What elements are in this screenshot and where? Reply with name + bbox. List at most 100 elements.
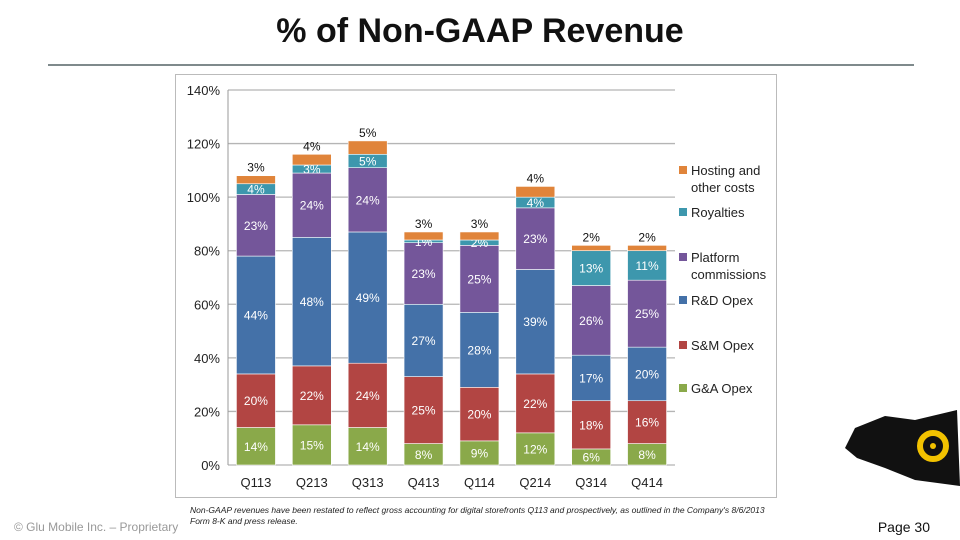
data-label: 20% [635,367,659,381]
legend-swatch [679,341,687,349]
legend-label: Platform [691,250,739,265]
x-tick-label: Q214 [519,475,551,490]
bar-segment [459,231,500,241]
y-tick-label: 120% [187,137,221,152]
bar-segment [515,373,556,434]
bar-segment [459,245,500,313]
data-label: 23% [244,219,268,233]
data-label: 17% [579,371,603,385]
data-label: 24% [300,199,324,213]
data-label: 8% [638,448,656,462]
legend-swatch [679,296,687,304]
bar-segment [403,376,444,444]
data-label: 16% [635,416,659,430]
data-label: 13% [579,262,603,276]
y-tick-label: 0% [201,458,220,473]
bar-segment [627,245,667,252]
data-label: 5% [359,126,377,140]
data-label: 14% [356,440,380,454]
x-tick-label: Q213 [296,475,328,490]
data-label: 3% [415,217,433,231]
bar-segment [627,346,667,402]
bar-segment [571,354,611,402]
data-label: 4% [527,196,545,210]
data-label: 3% [247,161,265,175]
data-label: 28% [467,343,491,357]
bar-segment [459,312,500,388]
data-label: 4% [303,139,321,153]
data-label: 25% [412,404,436,418]
data-label: 4% [527,171,545,185]
data-label: 22% [523,397,547,411]
bar-segment [571,400,611,450]
x-tick-label: Q313 [352,475,384,490]
legend-label: Hosting and [691,163,760,178]
y-tick-label: 40% [194,351,220,366]
bar-segment [236,175,276,185]
data-label: 2% [583,230,601,244]
copyright: © Glu Mobile Inc. – Proprietary [14,520,179,534]
chart-frame [175,74,777,498]
data-label: 4% [247,183,265,197]
bar-segment [347,362,388,428]
data-label: 15% [300,438,324,452]
x-tick-label: Q413 [408,475,440,490]
data-label: 12% [523,442,547,456]
y-tick-label: 100% [187,190,221,205]
data-label: 48% [300,295,324,309]
legend-label: S&M Opex [691,338,754,353]
title-divider [48,64,914,66]
bar-segment [347,231,388,364]
y-tick-label: 60% [194,297,220,312]
glu-logo-icon [845,410,960,486]
bar-segment [571,285,611,356]
bar-segment [459,387,500,442]
x-tick-label: Q113 [241,475,272,490]
data-label: 23% [523,232,547,246]
bar-segment [627,400,667,444]
legend-label: G&A Opex [691,381,753,396]
data-label: 14% [244,440,268,454]
bar-segment [347,427,388,466]
bar-segment [515,207,556,270]
bar-segment [515,432,556,466]
bar-segment [403,303,444,377]
legend-label: other costs [691,180,755,195]
data-label: 24% [356,389,380,403]
footnote: Non-GAAP revenues have been restated to … [190,505,765,526]
data-label: 20% [467,408,491,422]
data-label: 2% [638,230,656,244]
legend-swatch [679,166,687,174]
data-label: 18% [579,418,603,432]
data-label: 8% [415,448,433,462]
bar-segment [515,186,556,198]
bar-segment [627,250,667,281]
data-label: 27% [412,334,436,348]
data-label: 49% [356,291,380,305]
bar-segment [403,231,444,241]
data-label: 25% [635,307,659,321]
legend-swatch [679,253,687,261]
legend-swatch [679,208,687,216]
x-tick-label: Q114 [464,475,495,490]
legend-label: R&D Opex [691,293,754,308]
data-label: 11% [635,259,658,273]
y-tick-label: 140% [187,83,221,98]
bar-segment [571,245,611,252]
data-label: 6% [583,450,601,464]
bar-segment [403,242,444,305]
data-label: 20% [244,394,268,408]
bar-segment [459,440,500,466]
bar-segment [347,140,388,155]
bar-segment [292,237,332,367]
data-label: 44% [244,309,268,323]
data-label: 26% [579,314,603,328]
x-tick-label: Q314 [575,475,607,490]
data-label: 25% [467,272,491,286]
bar-segment [292,172,332,238]
data-label: 5% [359,154,377,168]
y-tick-label: 80% [194,244,220,259]
page-number: Page 30 [877,519,930,535]
bar-segment [292,153,332,166]
y-tick-label: 20% [194,404,220,419]
